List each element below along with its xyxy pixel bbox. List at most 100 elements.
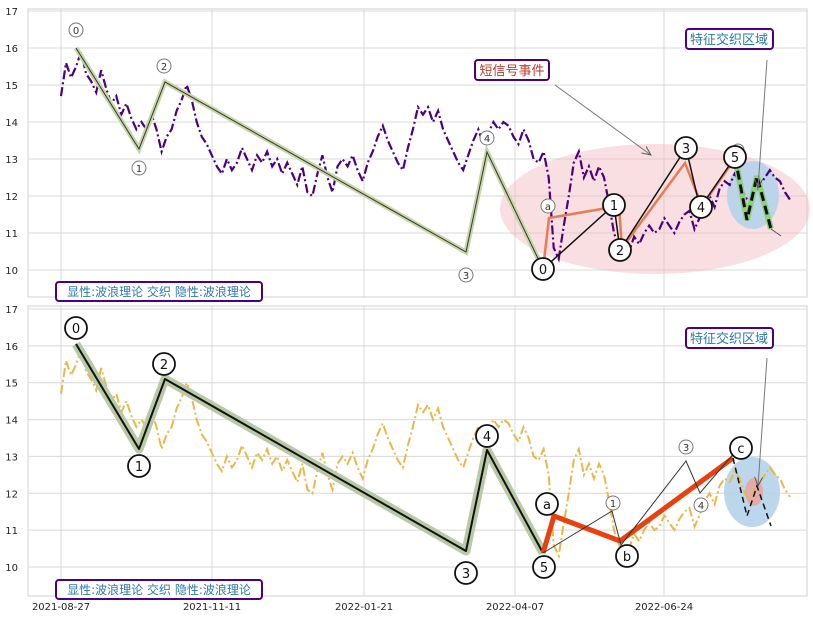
feature-region-arrow-top — [758, 59, 768, 188]
x-tick-label: 2022-06-24 — [635, 602, 693, 613]
wave-label-5-bottom: 5 — [532, 555, 556, 579]
svg-text:1: 1 — [136, 164, 142, 175]
y-tick-label: 11 — [5, 229, 18, 240]
short-signal-arrow — [554, 84, 651, 155]
x-tick-label: 2021-08-27 — [32, 602, 90, 613]
svg-text:a: a — [545, 202, 551, 213]
svg-text:5: 5 — [731, 151, 739, 166]
x-tick-label: 2021-11-11 — [183, 602, 241, 613]
y-tick-label: 10 — [5, 266, 18, 277]
svg-text:c: c — [737, 442, 744, 457]
y-tick-label: 16 — [5, 342, 18, 353]
bottom-small-labels: 1 3 4 — [605, 439, 709, 513]
svg-text:1: 1 — [135, 460, 143, 475]
x-tick-label: 2022-04-07 — [486, 602, 544, 613]
y-tick-label: 12 — [5, 192, 18, 203]
y-tick-label: 13 — [5, 452, 18, 463]
y-tick-label: 16 — [5, 44, 18, 55]
svg-text:3: 3 — [463, 271, 469, 282]
svg-text:4: 4 — [698, 501, 704, 512]
wave-label-4-small: 4 — [479, 130, 495, 146]
svg-text:2: 2 — [161, 62, 167, 73]
feature-region-callout-bottom: 特征交织区域 — [685, 327, 774, 349]
short-signal-callout: 短信号事件 — [474, 59, 550, 81]
svg-text:a: a — [543, 498, 551, 513]
svg-text:4: 4 — [697, 201, 705, 216]
wave-label-1-minor: 1 — [605, 495, 621, 511]
svg-text:3: 3 — [682, 142, 690, 157]
wave-label-0-major: 0 — [531, 257, 555, 281]
feature-region-callout-top: 特征交织区域 — [685, 28, 774, 50]
wave-label-2-bottom: 2 — [152, 352, 176, 376]
svg-text:5: 5 — [540, 561, 548, 576]
y-tick-label: 13 — [5, 155, 18, 166]
svg-text:特征交织区域: 特征交织区域 — [690, 32, 768, 48]
bottom-abc-wave — [540, 455, 735, 554]
top-major-labels: 0 1 2 3 4 5 — [531, 136, 747, 281]
top-legend: 显性:波浪理论 交织 隐性:波浪理论 — [55, 281, 263, 302]
svg-text:4: 4 — [483, 430, 491, 445]
feature-region-arrow-bottom — [758, 357, 768, 486]
svg-text:0: 0 — [72, 322, 80, 337]
y-tick-label: 15 — [5, 379, 18, 390]
svg-text:b: b — [623, 550, 631, 565]
svg-text:0: 0 — [73, 26, 79, 37]
svg-text:特征交织区域: 特征交织区域 — [690, 331, 768, 347]
svg-text:1: 1 — [610, 199, 618, 214]
wave-label-0-bottom: 0 — [64, 316, 88, 340]
x-axis-ticks: 2021-08-27 2021-11-11 2022-01-21 2022-04-07… — [32, 602, 693, 613]
y-tick-label: 10 — [5, 563, 18, 574]
bottom-price-series — [60, 345, 791, 560]
y-tick-label: 12 — [5, 489, 18, 500]
wave-label-5-major: 5 — [723, 145, 747, 169]
wave-label-1-major: 1 — [602, 193, 626, 217]
top-feature-tail — [770, 228, 782, 237]
wave-label-b-bottom: b — [615, 544, 639, 568]
bottom-feature-wave — [732, 457, 772, 527]
wave-label-3-major: 3 — [674, 136, 698, 160]
wave-label-2-major: 2 — [608, 238, 632, 262]
wave-label-1-bottom: 1 — [127, 454, 151, 478]
svg-text:3: 3 — [683, 443, 689, 454]
wave-label-3-minor: 3 — [678, 439, 694, 455]
svg-text:0: 0 — [539, 263, 547, 278]
svg-text:显性:波浪理论 交织 隐性:波浪理论: 显性:波浪理论 交织 隐性:波浪理论 — [67, 582, 251, 597]
top-wave-line — [75, 47, 544, 270]
bottom-grid — [28, 306, 807, 596]
bottom-minor-wave — [542, 451, 736, 554]
top-price-series — [59, 47, 791, 263]
y-tick-label: 15 — [5, 81, 18, 92]
svg-text:显性:波浪理论 交织 隐性:波浪理论: 显性:波浪理论 交织 隐性:波浪理论 — [67, 284, 251, 299]
wave-label-4-major: 4 — [689, 195, 713, 219]
bottom-y-ticks: 10 11 12 13 14 15 16 17 — [5, 305, 18, 574]
bottom-legend: 显性:波浪理论 交织 隐性:波浪理论 — [55, 579, 263, 600]
top-grid — [28, 9, 807, 297]
wave-label-3-small: 3 — [458, 267, 474, 283]
svg-text:短信号事件: 短信号事件 — [479, 64, 544, 79]
y-tick-label: 14 — [5, 118, 18, 129]
wave-label-2-small: 2 — [156, 58, 172, 74]
bottom-wave-line — [75, 343, 544, 554]
svg-text:3: 3 — [462, 567, 470, 582]
svg-text:2: 2 — [616, 244, 624, 259]
top-y-ticks: 10 11 12 13 14 15 16 17 — [5, 7, 18, 277]
svg-text:1: 1 — [610, 499, 616, 510]
top-feature-wave — [733, 156, 773, 230]
svg-text:4: 4 — [484, 134, 490, 145]
wave-label-4-bottom: 4 — [475, 424, 499, 448]
y-tick-label: 17 — [5, 7, 18, 18]
svg-text:2: 2 — [160, 358, 168, 373]
wave-label-c-bottom: c — [729, 436, 753, 460]
y-tick-label: 17 — [5, 305, 18, 316]
y-tick-label: 14 — [5, 416, 18, 427]
x-tick-label: 2022-01-21 — [335, 602, 393, 613]
wave-label-a-small: a — [540, 198, 556, 214]
wave-label-1-small: 1 — [131, 160, 147, 176]
wave-label-0-small: 0 — [68, 22, 84, 38]
wave-label-3-bottom: 3 — [454, 561, 478, 585]
y-tick-label: 11 — [5, 526, 18, 537]
bottom-major-labels: 0 1 2 3 4 5 a b c — [64, 316, 753, 585]
